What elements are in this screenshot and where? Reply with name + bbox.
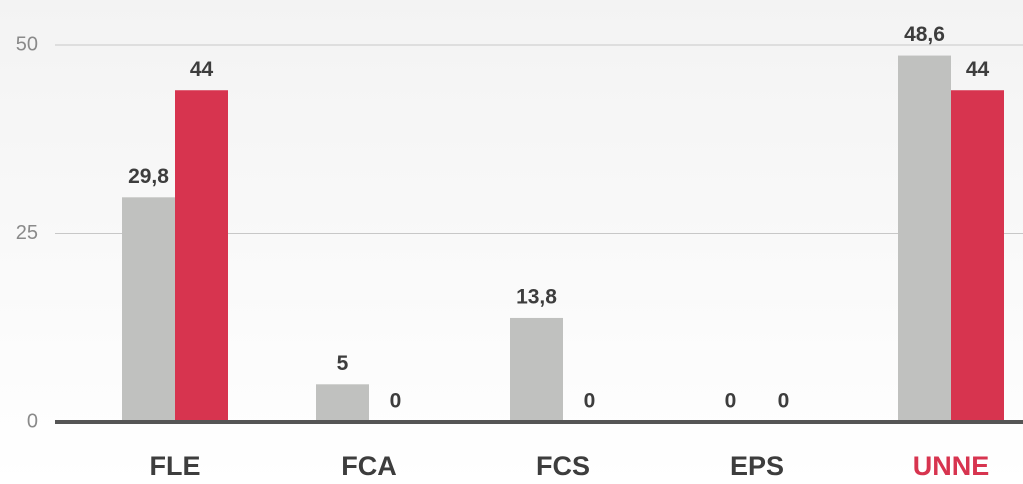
bar: [951, 90, 1004, 423]
value-label: 0: [725, 390, 737, 413]
bar: [898, 55, 951, 422]
value-label: 13,8: [516, 285, 557, 308]
x-tick-label: FLE: [150, 451, 201, 481]
x-tick-label: FCA: [341, 451, 397, 481]
y-tick-label: 0: [27, 410, 38, 432]
bar: [510, 317, 563, 422]
value-label: 0: [778, 390, 790, 413]
bar: [122, 197, 175, 422]
x-tick-label: FCS: [536, 451, 590, 481]
value-label: 5: [337, 352, 349, 375]
value-label: 48,6: [904, 23, 945, 46]
bar: [175, 90, 228, 423]
value-label: 44: [190, 58, 214, 81]
x-tick-label: EPS: [730, 451, 784, 481]
bar: [316, 384, 369, 422]
y-tick-label: 50: [16, 33, 38, 55]
x-tick-label: UNNE: [913, 451, 990, 481]
value-label: 29,8: [128, 165, 169, 188]
y-tick-label: 25: [16, 222, 38, 244]
value-label: 0: [584, 390, 596, 413]
value-label: 44: [966, 58, 990, 81]
value-label: 0: [390, 390, 402, 413]
